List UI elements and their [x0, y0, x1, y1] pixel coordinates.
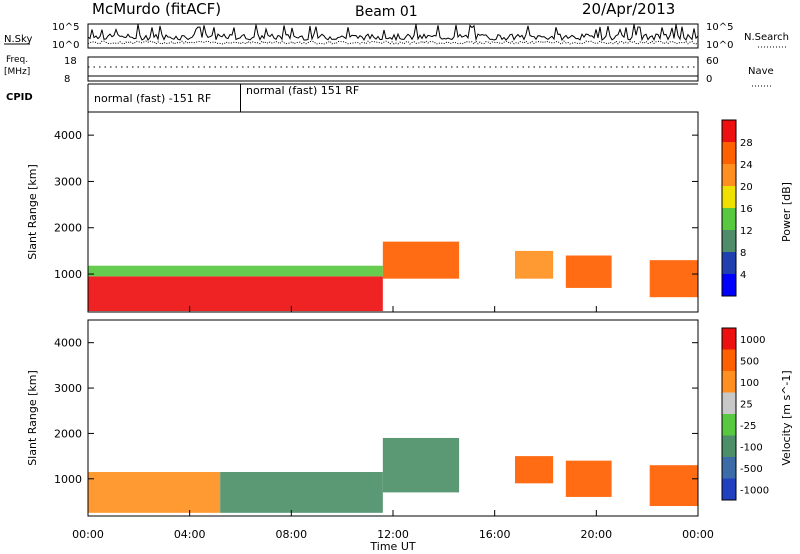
heatmap-region: [88, 276, 383, 312]
cpid-label: CPID: [6, 92, 33, 103]
colorbar-swatch: [722, 208, 736, 230]
power-colorbar: 4 8 12 16 20 24 28: [721, 119, 753, 297]
colorbar-tick-label: 25: [740, 399, 753, 410]
freq-tick-bottom: 8: [64, 74, 70, 85]
colorbar-swatch: [722, 230, 736, 252]
nsky-label: N.Sky: [4, 34, 32, 45]
colorbar-swatch: [722, 142, 736, 164]
x-tick-label: 00:00: [72, 528, 104, 541]
colorbar-swatch: [722, 392, 736, 414]
freq-panel: [87, 56, 699, 82]
velocity-colorbar: 1000 500 100 25 -25 -100 -500 -1000: [721, 327, 769, 501]
colorbar-swatch: [722, 435, 736, 457]
nsky-line: [87, 24, 699, 42]
heatmap-region: [649, 465, 698, 507]
heatmap-region: [88, 265, 383, 277]
colorbar-frame: [721, 119, 737, 297]
nsearch-label: N.Search: [744, 32, 789, 43]
nsky-tick-top: 10^5: [52, 22, 79, 33]
x-tick-label: 08:00: [275, 528, 307, 541]
power-colorbar-label: Power [dB]: [780, 182, 793, 242]
y-tick-label: 2000: [54, 222, 82, 235]
heatmap-region: [88, 471, 221, 513]
x-tick-label: 04:00: [174, 528, 206, 541]
y-tick-label: 1000: [54, 268, 82, 281]
x-tick-label: 20:00: [580, 528, 612, 541]
nsearch-tick-top: 10^5: [706, 22, 733, 33]
freq-tick-top: 18: [64, 56, 77, 67]
colorbar-frame: [721, 327, 737, 501]
freq-label: Freq.: [6, 55, 28, 65]
heatmap-region: [382, 437, 460, 493]
x-tick-label: 16:00: [479, 528, 511, 541]
colorbar-tick-label: 1000: [740, 335, 765, 346]
nave-label: Nave: [748, 66, 774, 77]
colorbar-tick-label: 100: [740, 378, 759, 389]
colorbar-swatch: [722, 414, 736, 436]
nsearch-line: [87, 40, 699, 45]
colorbar-swatch: [722, 186, 736, 208]
nave-tick-top: 60: [706, 56, 719, 67]
velocity-heatmap: [88, 437, 698, 513]
colorbar-tick-label: 500: [740, 356, 759, 367]
colorbar-swatch: [722, 164, 736, 186]
colorbar-swatch: [722, 371, 736, 393]
beam-title: Beam 01: [355, 4, 418, 20]
power-ylabel: Slant Range [km]: [26, 164, 39, 260]
colorbar-swatch: [722, 349, 736, 371]
y-tick-label: 1000: [54, 473, 82, 486]
heatmap-region: [565, 255, 612, 288]
power-y-axis: 1000 2000 3000 4000: [54, 129, 698, 281]
heatmap-region: [220, 471, 383, 513]
colorbar-tick-label: 28: [740, 138, 753, 149]
colorbar-tick-label: -25: [740, 421, 756, 432]
heatmap-region: [565, 460, 612, 497]
velocity-ylabel: Slant Range [km]: [26, 370, 39, 466]
nsearch-tick-bottom: 10^0: [706, 40, 733, 51]
y-tick-label: 4000: [54, 337, 82, 350]
heatmap-region: [515, 250, 554, 279]
colorbar-swatch: [722, 252, 736, 274]
colorbar-swatch: [722, 274, 736, 296]
colorbar-swatch: [722, 120, 736, 142]
colorbar-swatch: [722, 328, 736, 350]
power-heatmap: [88, 241, 698, 312]
velocity-colorbar-label: Velocity [m s^-1]: [780, 370, 793, 465]
y-tick-label: 4000: [54, 129, 82, 142]
y-tick-label: 3000: [54, 382, 82, 395]
cpid-mode-1: normal (fast) 151 RF: [246, 84, 359, 97]
colorbar-tick-label: -500: [740, 464, 763, 475]
colorbar-tick-label: 4: [740, 270, 746, 281]
cpid-mode-0: normal (fast) -151 RF: [94, 92, 211, 105]
colorbar-tick-label: 20: [740, 182, 753, 193]
colorbar-tick-label: 12: [740, 226, 753, 237]
y-tick-label: 3000: [54, 175, 82, 188]
heatmap-region: [515, 456, 554, 484]
x-tick-label: 12:00: [377, 528, 409, 541]
colorbar-tick-label: 16: [740, 204, 753, 215]
colorbar-tick-label: -100: [740, 442, 763, 453]
nave-tick-bottom: 0: [706, 74, 712, 85]
freq-unit: [MHz]: [4, 67, 30, 77]
time-axis: 00:00 04:00 08:00 12:00 16:00 20:00 00:00: [72, 306, 714, 541]
heatmap-region: [382, 241, 460, 279]
colorbar-swatch: [722, 457, 736, 479]
station-title: McMurdo (fitACF): [92, 0, 221, 18]
velocity-y-axis: 1000 2000 3000 4000: [54, 337, 698, 486]
y-tick-label: 2000: [54, 427, 82, 440]
x-tick-label: 00:00: [682, 528, 714, 541]
heatmap-region: [649, 260, 698, 298]
colorbar-swatch: [722, 478, 736, 500]
nsky-tick-bottom: 10^0: [52, 40, 79, 51]
colorbar-tick-label: -1000: [740, 485, 769, 496]
colorbar-tick-label: 8: [740, 248, 746, 259]
colorbar-tick-label: 24: [740, 160, 753, 171]
date-title: 20/Apr/2013: [582, 0, 675, 18]
nsky-trace: [87, 24, 699, 45]
xaxis-label: Time UT: [369, 540, 415, 553]
